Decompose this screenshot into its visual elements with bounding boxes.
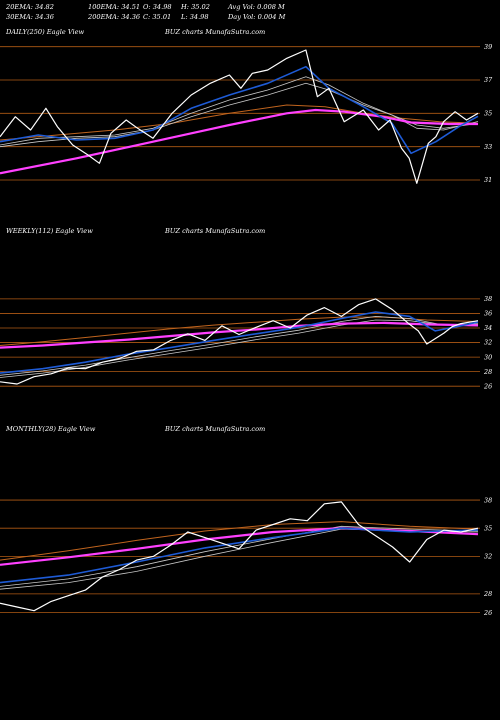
- monthly-ema-grey-1-line: [0, 525, 479, 587]
- header-low: L: 34.98: [181, 13, 209, 21]
- weekly-price-line: [0, 298, 479, 385]
- daily-ema-slow-line: [0, 108, 478, 175]
- daily-ema-long-line: [0, 104, 479, 141]
- weekly-ema-grey-2-line: [0, 319, 479, 378]
- monthly-ytick-label: 38: [484, 496, 492, 504]
- daily-price-line: [0, 49, 479, 184]
- monthly-price-line: [0, 501, 479, 612]
- weekly-ema-fast-line: [0, 311, 479, 374]
- header-20ema: 20EMA: 34.82: [6, 3, 54, 11]
- daily-ytick-label: 33: [484, 143, 492, 151]
- weekly-ytick-label: 28: [483, 368, 492, 376]
- monthly-ema-fast-line: [0, 527, 479, 584]
- header-day-vol: Day Vol: 0.004 M: [228, 13, 286, 21]
- header-open: O: 34.98: [143, 3, 172, 11]
- daily-ema-grey-1-line: [0, 76, 479, 146]
- monthly-ytick-label: 28: [483, 590, 492, 598]
- weekly-ema-slow-line: [0, 321, 479, 349]
- daily-ytick-label: 37: [484, 76, 493, 84]
- monthly-ema-slow-line: [0, 527, 479, 566]
- weekly-ytick-label: 36: [484, 310, 492, 318]
- weekly-panel: 38 36 34 32 30 28 26: [0, 295, 492, 390]
- monthly-ytick-label: 26: [483, 609, 492, 617]
- weekly-ytick-label: 30: [484, 353, 492, 361]
- weekly-ema-grey-1-line: [0, 315, 479, 376]
- daily-ytick-label: 35: [484, 110, 492, 118]
- weekly-ytick-label: 32: [484, 339, 492, 347]
- weekly-ytick-label: 38: [484, 295, 492, 303]
- daily-panel-title: DAILY(250) Eagle View: [6, 28, 85, 36]
- header-100ema: 100EMA: 34.51: [88, 3, 141, 11]
- header-200ema: 200EMA: 34.36: [88, 13, 141, 21]
- monthly-panel-watermark: BUZ charts MunafaSutra.com: [165, 425, 266, 433]
- weekly-ytick-label: 34: [484, 324, 492, 332]
- header-close: C: 35.01: [143, 13, 172, 21]
- monthly-ema-long-line: [0, 521, 479, 561]
- weekly-panel-watermark: BUZ charts MunafaSutra.com: [165, 227, 266, 235]
- monthly-ytick-label: 35: [484, 524, 492, 532]
- daily-ema-fast-line: [0, 65, 479, 155]
- daily-ytick-label: 39: [484, 43, 492, 51]
- monthly-panel: 38 35 32 28 26: [0, 496, 492, 617]
- daily-panel: 39 37 35 33 31: [0, 43, 493, 184]
- header-avg-vol: Avg Vol: 0.008 M: [228, 3, 285, 11]
- monthly-ytick-label: 32: [484, 553, 492, 561]
- weekly-panel-title: WEEKLY(112) Eagle View: [6, 227, 93, 235]
- monthly-panel-title: MONTHLY(28) Eagle View: [6, 425, 96, 433]
- daily-panel-watermark: BUZ charts MunafaSutra.com: [165, 28, 266, 36]
- weekly-ytick-label: 26: [483, 382, 492, 390]
- daily-ytick-label: 31: [484, 176, 492, 184]
- header-high: H: 35.02: [181, 3, 210, 11]
- header-30ema: 30EMA: 34.36: [6, 13, 54, 21]
